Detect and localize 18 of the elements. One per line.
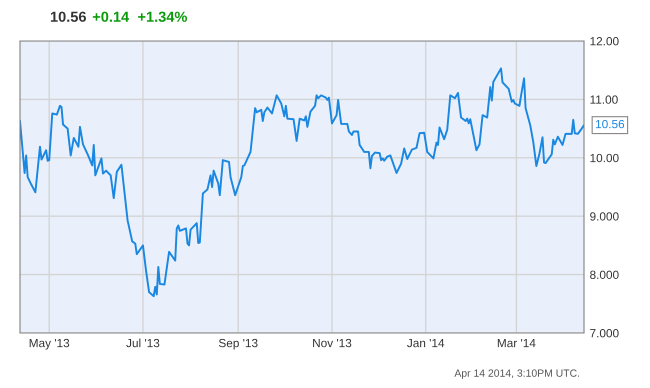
text: +0.14 xyxy=(92,12,130,22)
x-tick-label: Jul '13 xyxy=(126,338,160,348)
y-tick-label: 11.00 xyxy=(590,95,618,104)
x-tick-label: Mar '14 xyxy=(498,338,536,348)
x-tick-label: Nov '13 xyxy=(313,338,352,348)
y-tick-label: 10.00 xyxy=(590,154,619,162)
text: Apr 14 2014, 3:10PM UTC. xyxy=(454,369,580,379)
chart-title: 10.56 xyxy=(50,12,86,22)
text: +1.34% xyxy=(138,12,187,22)
x-tick-label: Sep '13 xyxy=(218,338,258,350)
y-tick-label: 8.000 xyxy=(590,270,619,279)
y-tick-label: 7.000 xyxy=(590,329,619,338)
annotation: 10.56 xyxy=(596,120,624,128)
x-tick-label: Jan '14 xyxy=(407,338,444,348)
y-tick-label: 12.00 xyxy=(590,37,619,46)
y-tick-label: 9.000 xyxy=(590,212,619,221)
x-tick-label: May '13 xyxy=(30,338,70,350)
line-series xyxy=(20,67,584,298)
